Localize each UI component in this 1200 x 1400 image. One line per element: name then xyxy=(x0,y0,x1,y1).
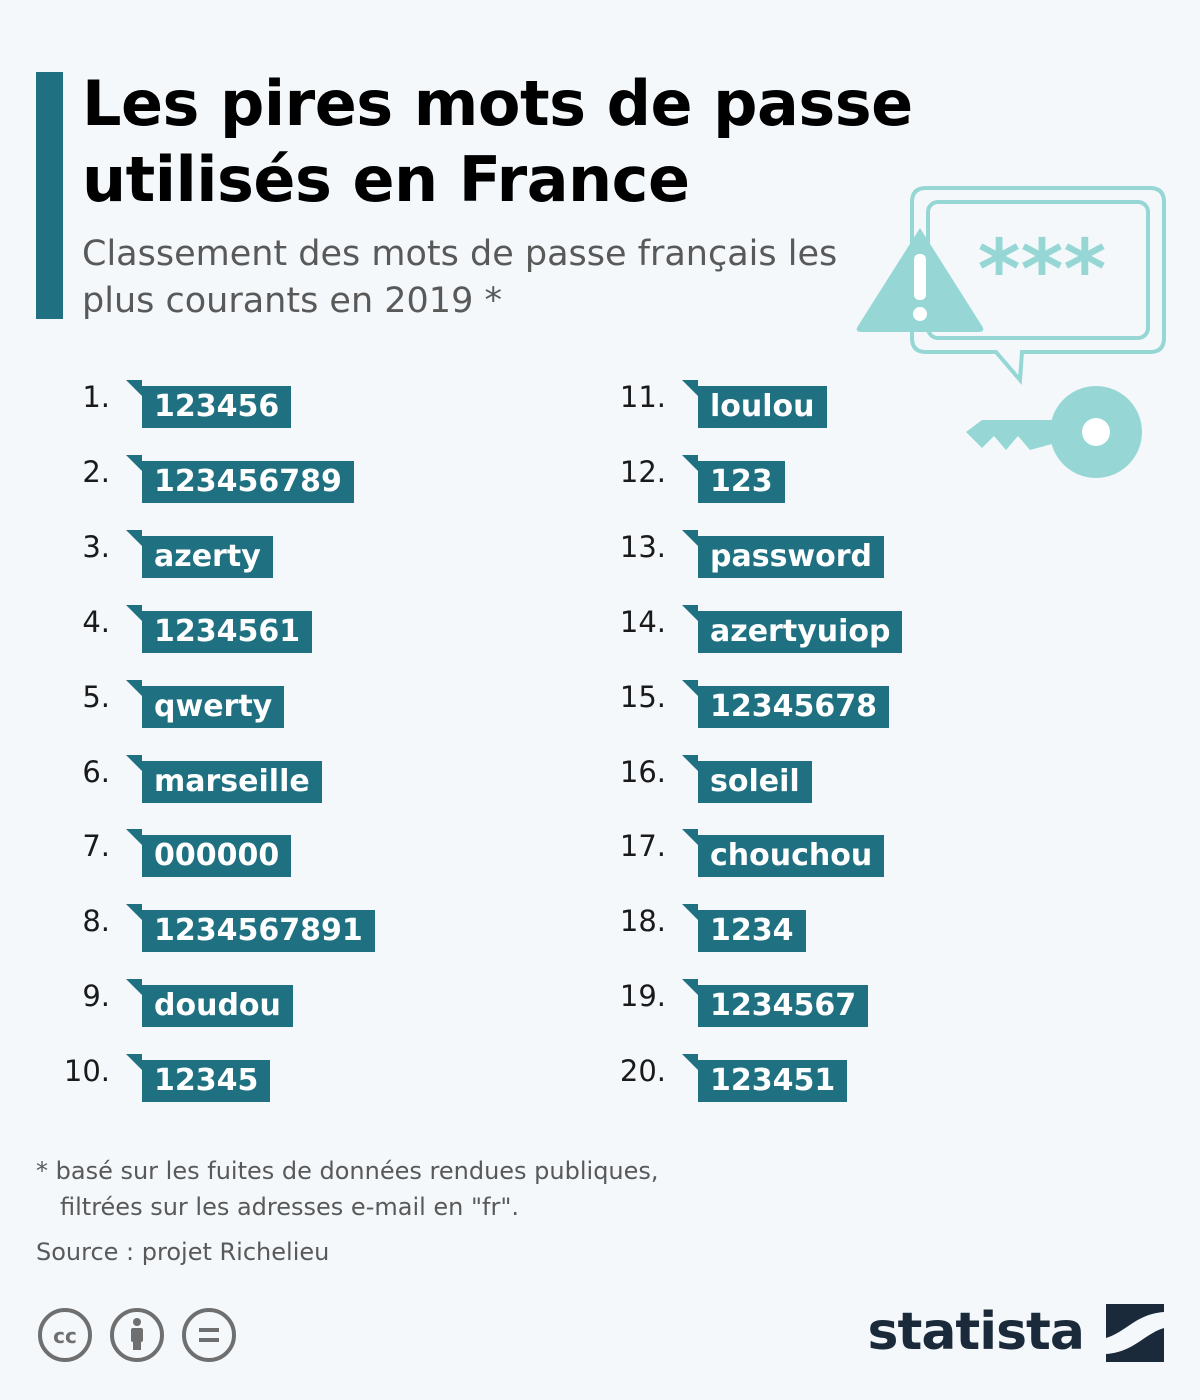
password-label: 000000 xyxy=(142,835,292,878)
brand-wordmark: statista xyxy=(867,1302,1085,1362)
rank-number: 5. xyxy=(82,679,110,714)
footnote: * basé sur les fuites de données rendues… xyxy=(36,1153,659,1225)
subtitle: Classement des mots de passe français le… xyxy=(82,234,838,321)
tag-notch xyxy=(682,604,698,621)
svg-text:cc: cc xyxy=(53,1324,77,1348)
rank-number: 4. xyxy=(82,604,110,639)
tag-notch xyxy=(682,454,698,471)
rank-number: 2. xyxy=(82,454,110,489)
rank-number: 7. xyxy=(82,829,110,864)
password-tag: azerty xyxy=(126,529,273,578)
tag-notch xyxy=(126,679,142,696)
title-accent-bar xyxy=(36,72,63,319)
password-tag: 123456 xyxy=(126,380,292,428)
password-tag: password xyxy=(682,529,885,578)
password-tag: marseille xyxy=(126,754,322,803)
password-tag: 12345 xyxy=(126,1054,271,1103)
password-label: marseille xyxy=(142,760,322,803)
tag-notch xyxy=(682,529,698,546)
masked-password-text: *** xyxy=(978,223,1107,318)
footnote-line-2: filtrées sur les adresses e-mail en "fr"… xyxy=(60,1193,520,1221)
attribution-icon[interactable] xyxy=(110,1308,164,1362)
password-tag: 123 xyxy=(682,454,785,503)
password-label: doudou xyxy=(142,985,293,1028)
rank-number: 11. xyxy=(619,380,666,414)
tag-notch xyxy=(126,380,142,396)
password-label: 12345678 xyxy=(698,685,889,728)
password-tag: loulou xyxy=(682,380,827,428)
password-label: chouchou xyxy=(698,835,885,878)
password-tag: 1234561 xyxy=(126,604,313,653)
password-label: 1234567891 xyxy=(142,910,375,953)
password-tag: azertyuiop xyxy=(682,604,903,653)
password-label: 1234 xyxy=(698,910,806,953)
license-icons: cc xyxy=(38,1308,236,1362)
password-label: loulou xyxy=(698,386,827,428)
password-label: 123 xyxy=(698,460,785,503)
cc-icon[interactable]: cc xyxy=(38,1308,92,1362)
rank-number: 9. xyxy=(82,979,110,1014)
tag-notch xyxy=(682,679,698,696)
password-tag: 12345678 xyxy=(682,679,889,728)
rank-number: 18. xyxy=(619,904,666,939)
password-illustration: *** xyxy=(856,186,1166,478)
password-label: azerty xyxy=(142,535,273,578)
password-label: soleil xyxy=(698,760,812,803)
rank-number: 3. xyxy=(82,529,110,564)
password-label: qwerty xyxy=(142,685,285,728)
page-title: Les pires mots de passe utilisés en Fran… xyxy=(82,67,913,216)
rank-number: 16. xyxy=(619,754,666,789)
rank-number: 6. xyxy=(82,754,110,789)
password-label: azertyuiop xyxy=(698,610,903,653)
password-label: 123456789 xyxy=(142,460,354,503)
password-tag: 1234567891 xyxy=(126,904,375,953)
password-tag: 123456789 xyxy=(126,454,354,503)
rank-number: 19. xyxy=(619,979,666,1014)
password-tag: 123451 xyxy=(682,1054,848,1103)
password-tag: qwerty xyxy=(126,679,285,728)
tag-notch xyxy=(126,904,142,921)
rank-number: 14. xyxy=(619,604,666,639)
password-tag: chouchou xyxy=(682,829,885,878)
password-tag: 1234567 xyxy=(682,979,869,1028)
source-note: Source : projet Richelieu xyxy=(36,1238,330,1266)
tag-notch xyxy=(126,604,142,621)
rank-number: 20. xyxy=(619,1054,666,1089)
password-label: 1234561 xyxy=(142,610,313,653)
rank-number: 1. xyxy=(82,380,110,414)
tag-notch xyxy=(682,829,698,846)
warning-icon xyxy=(856,228,984,332)
password-label: 123456 xyxy=(142,386,292,428)
tag-notch xyxy=(126,829,142,846)
rank-number: 8. xyxy=(82,904,110,939)
rank-number: 13. xyxy=(619,529,666,564)
tag-notch xyxy=(682,1054,698,1071)
rank-number: 12. xyxy=(619,454,666,489)
tag-notch xyxy=(126,529,142,546)
key-icon xyxy=(966,386,1142,478)
tag-notch xyxy=(682,380,698,396)
rank-number: 15. xyxy=(619,679,666,714)
rank-number: 17. xyxy=(619,829,666,864)
tag-notch xyxy=(126,1054,142,1071)
password-label: 123451 xyxy=(698,1060,848,1103)
rank-number: 10. xyxy=(63,1054,110,1089)
tag-notch xyxy=(682,904,698,921)
password-tag: 1234 xyxy=(682,904,806,953)
no-derivatives-icon[interactable] xyxy=(182,1308,236,1362)
tag-notch xyxy=(126,754,142,771)
password-tag: soleil xyxy=(682,754,812,803)
footnote-line-1: * basé sur les fuites de données rendues… xyxy=(36,1157,659,1185)
tag-notch xyxy=(126,454,142,471)
password-tag: 000000 xyxy=(126,829,292,878)
statista-mark-icon xyxy=(1106,1304,1164,1362)
tag-notch xyxy=(682,979,698,996)
tag-notch xyxy=(682,754,698,771)
password-label: 1234567 xyxy=(698,985,869,1028)
tag-notch xyxy=(126,979,142,996)
password-label: password xyxy=(698,535,885,578)
password-label: 12345 xyxy=(142,1060,271,1103)
password-tag: doudou xyxy=(126,979,293,1028)
